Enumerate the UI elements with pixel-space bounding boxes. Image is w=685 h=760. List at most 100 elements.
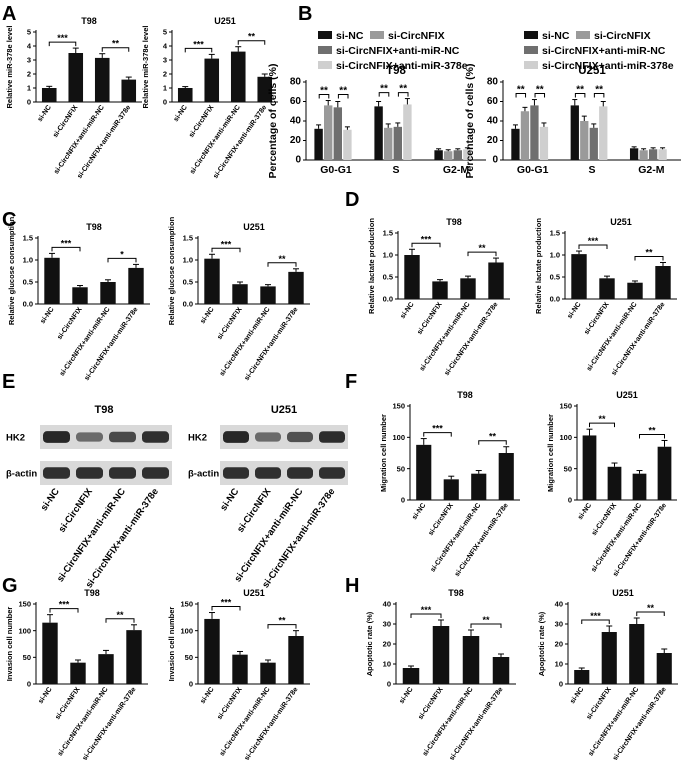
bar bbox=[402, 668, 420, 684]
significance-bracket bbox=[593, 93, 605, 98]
blot-row-label: HK2 bbox=[6, 433, 25, 444]
bar bbox=[658, 149, 667, 160]
significance-label: ** bbox=[645, 247, 653, 257]
significance-label: ** bbox=[380, 84, 388, 95]
significance-label: ** bbox=[595, 85, 603, 96]
x-tick-label: si-NC bbox=[199, 686, 215, 705]
y-tick-label: 2 bbox=[163, 70, 167, 79]
significance-bracket bbox=[467, 251, 497, 257]
y-tick-label: 40 bbox=[487, 116, 499, 127]
bar bbox=[70, 662, 86, 684]
legend-swatch bbox=[318, 61, 332, 69]
chart-title: T98 bbox=[84, 588, 100, 598]
bar bbox=[599, 278, 615, 299]
blot-band bbox=[319, 431, 345, 443]
y-tick-label: 0 bbox=[163, 98, 167, 107]
y-tick-label: 1 bbox=[163, 84, 167, 93]
x-tick-label: si-CircNFIX bbox=[591, 502, 619, 537]
x-tick-label: si-CircNFIX+anti-miR-NC bbox=[219, 306, 272, 377]
bar bbox=[632, 473, 647, 500]
y-tick-label: 1.5 bbox=[183, 234, 193, 243]
chart-title: U251 bbox=[243, 588, 265, 598]
y-tick-label: 3 bbox=[163, 56, 167, 65]
panel-label-c: C bbox=[2, 209, 16, 231]
blot-band bbox=[287, 467, 313, 479]
x-tick-label: si-CircNFIX+anti-miR-378e bbox=[244, 306, 300, 382]
y-tick-label: 3 bbox=[27, 56, 31, 65]
significance-bracket bbox=[211, 606, 241, 611]
y-tick-label: 1.5 bbox=[23, 234, 33, 243]
chart-title: T98 bbox=[81, 16, 97, 26]
blot-band bbox=[76, 467, 103, 479]
x-tick-label: si-CircNFIX+anti-miR-NC bbox=[586, 301, 639, 372]
bar bbox=[72, 287, 88, 304]
bar bbox=[655, 266, 671, 299]
bar bbox=[639, 150, 648, 160]
x-tick-label: si-CircNFIX+anti-miR-NC bbox=[419, 301, 472, 372]
bar bbox=[443, 479, 459, 500]
y-tick-label: 5 bbox=[163, 28, 167, 37]
chart-title: U251 bbox=[243, 222, 265, 232]
y-tick-label: 0 bbox=[387, 680, 391, 689]
x-tick-label: si-CircNFIX+anti-miR-NC bbox=[59, 306, 112, 377]
significance-bracket bbox=[107, 257, 137, 263]
x-tick-label: si-CircNFIX bbox=[216, 306, 244, 341]
significance-bracket bbox=[337, 94, 349, 99]
significance-bracket bbox=[237, 40, 266, 45]
significance-label: ** bbox=[339, 86, 347, 97]
bar bbox=[404, 255, 420, 299]
significance-bracket bbox=[639, 433, 665, 439]
significance-bracket bbox=[267, 262, 297, 267]
chart-title: U251 bbox=[616, 390, 638, 400]
x-tick-label: si-CircNFIX+anti-miR-378e bbox=[611, 301, 667, 377]
blot-band bbox=[255, 467, 281, 479]
significance-label: ** bbox=[648, 425, 656, 435]
legend-entry: si-CircNFIX+anti-miR-NC bbox=[336, 45, 460, 57]
bar bbox=[571, 254, 587, 299]
y-tick-label: 1 bbox=[27, 84, 31, 93]
significance-label: ** bbox=[278, 616, 286, 626]
legend-swatch bbox=[318, 31, 332, 39]
chart-title: T98 bbox=[386, 65, 406, 77]
bar bbox=[403, 104, 412, 160]
bar bbox=[416, 444, 432, 500]
y-axis-label: Relative lactate production bbox=[534, 218, 543, 314]
panel-label-f: F bbox=[345, 371, 357, 393]
y-tick-label: 0.5 bbox=[383, 273, 393, 282]
bar bbox=[432, 626, 450, 684]
significance-bracket bbox=[470, 623, 502, 628]
bar bbox=[570, 105, 579, 160]
bar bbox=[471, 473, 487, 500]
legend-entry: si-CircNFIX+anti-miR-378e bbox=[336, 60, 468, 72]
significance-label: ** bbox=[598, 414, 606, 424]
bar bbox=[98, 654, 114, 684]
bar bbox=[314, 128, 323, 160]
y-tick-label: 0.5 bbox=[23, 278, 33, 287]
significance-bracket bbox=[411, 242, 441, 248]
significance-label: *** bbox=[590, 611, 601, 621]
y-tick-label: 0.5 bbox=[183, 278, 193, 287]
legend-swatch bbox=[576, 31, 590, 39]
y-tick-label: 50 bbox=[564, 464, 572, 473]
x-tick-label: si-NC bbox=[569, 686, 585, 705]
y-tick-label: 40 bbox=[383, 600, 391, 609]
y-tick-label: 150 bbox=[392, 402, 405, 411]
bar bbox=[42, 622, 58, 684]
y-tick-label: 0.0 bbox=[183, 300, 193, 309]
y-tick-label: 100 bbox=[18, 626, 31, 635]
panel-label-d: D bbox=[345, 189, 359, 211]
bar bbox=[629, 148, 639, 160]
bar bbox=[204, 618, 220, 684]
y-tick-label: 2 bbox=[27, 70, 31, 79]
legend-entry: si-NC bbox=[542, 30, 570, 42]
y-axis-label: Relative glucose consumption bbox=[167, 216, 176, 325]
significance-label: ** bbox=[517, 85, 525, 96]
y-axis-label: Apoptotic rate (%) bbox=[537, 611, 546, 676]
x-tick-label: si-NC bbox=[411, 502, 427, 521]
y-tick-label: 20 bbox=[555, 640, 563, 649]
bar bbox=[629, 624, 645, 684]
y-tick-label: 60 bbox=[487, 96, 499, 107]
y-tick-label: 100 bbox=[559, 433, 572, 442]
